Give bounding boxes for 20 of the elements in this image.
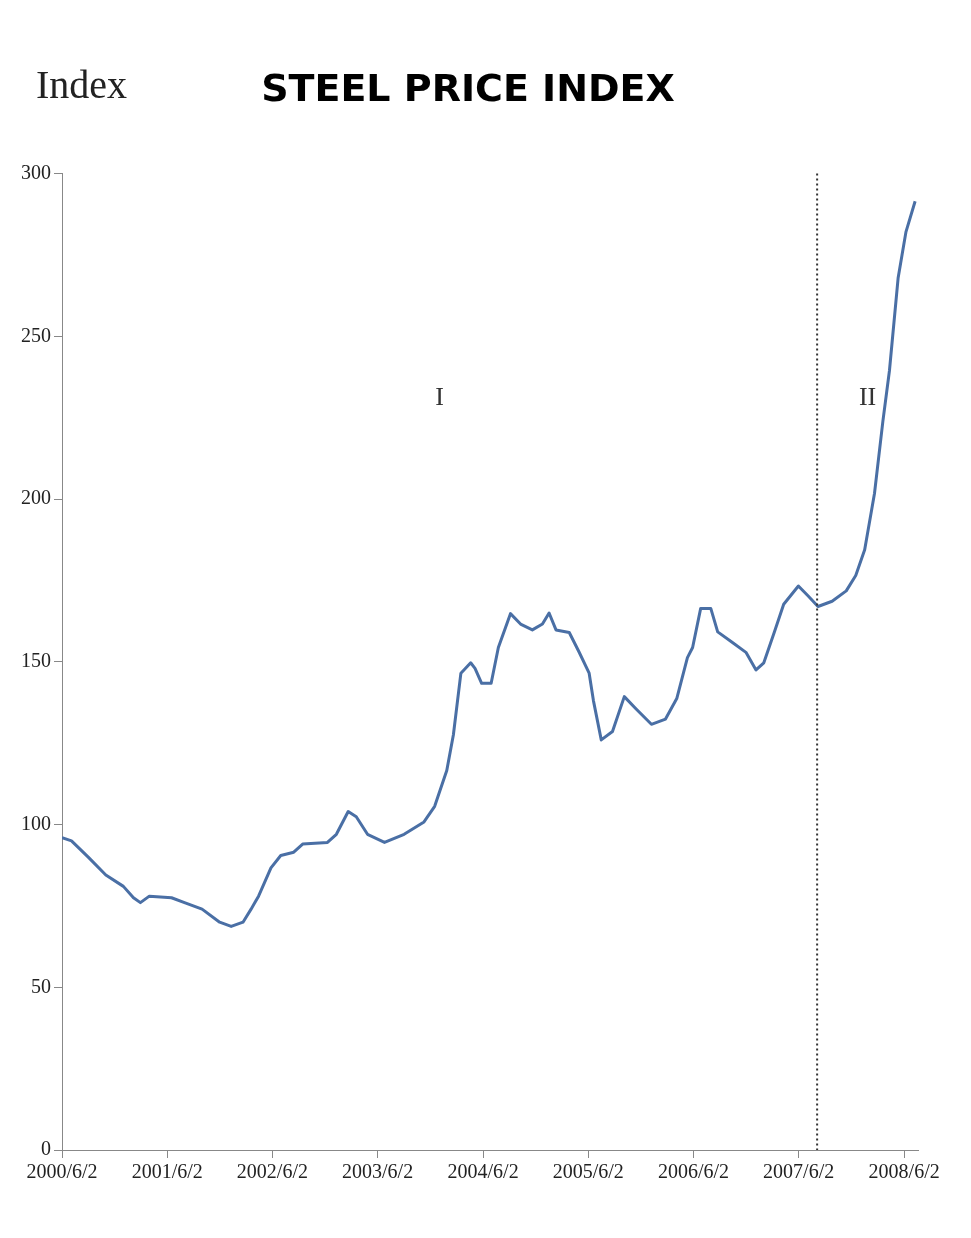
x-tick-label: 2002/6/2	[236, 1160, 308, 1183]
chart-title: STEEL PRICE INDEX	[261, 65, 675, 110]
y-tick-label: 50	[31, 974, 51, 997]
y-tick-label: 300	[21, 160, 51, 183]
y-tick-label: 250	[21, 323, 51, 346]
y-tick-label: 0	[41, 1137, 51, 1160]
annotation: II	[858, 382, 877, 411]
y-axis-title: Index	[36, 62, 128, 107]
x-tick-label: 2001/6/2	[131, 1160, 203, 1183]
x-tick-label: 2007/6/2	[763, 1160, 835, 1183]
x-tick-label: 2006/6/2	[657, 1160, 730, 1183]
y-tick-label: 100	[21, 811, 51, 834]
y-tick-label: 150	[21, 649, 51, 672]
x-tick-label: 2005/6/2	[552, 1160, 624, 1183]
x-tick-label: 2008/6/2	[868, 1160, 940, 1183]
x-tick-label: 2004/6/2	[447, 1160, 519, 1183]
annotation: I	[435, 382, 444, 411]
x-tick-label: 2003/6/2	[342, 1160, 414, 1183]
y-tick-label: 200	[21, 486, 51, 509]
x-tick-label: 2000/6/2	[26, 1160, 98, 1183]
